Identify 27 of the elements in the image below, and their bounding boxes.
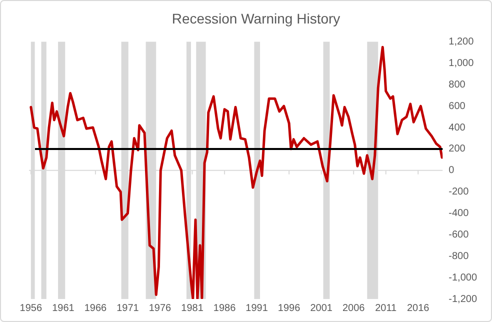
- x-tick-label: 1956: [20, 302, 42, 314]
- x-tick-label: 1986: [213, 302, 236, 314]
- y-tick-label: 200: [448, 144, 466, 155]
- x-tick-label: 2011: [375, 302, 398, 314]
- x-tick-label: 1976: [148, 302, 172, 314]
- x-tick-label: 1966: [84, 302, 108, 314]
- x-tick-label: 1996: [278, 302, 301, 314]
- y-tick-label: 600: [448, 100, 466, 112]
- y-tick-label: 800: [448, 79, 466, 90]
- x-tick-label: 1981: [181, 302, 204, 314]
- y-tick-label: -800: [448, 250, 470, 262]
- y-tick-label: 0: [448, 165, 455, 176]
- x-tick-label: 2006: [342, 302, 366, 314]
- x-tick-label: 2001: [310, 302, 333, 314]
- y-tick-label: -200: [448, 186, 470, 198]
- y-tick-label: -600: [448, 229, 470, 240]
- x-tick-label: 2016: [407, 302, 430, 314]
- y-tick-label: 400: [448, 122, 466, 134]
- x-tick-label: 1961: [52, 302, 75, 314]
- y-tick-label: -1,000: [448, 272, 478, 284]
- y-tick-label: 1,000: [448, 58, 474, 69]
- x-tick-label: 1991: [246, 302, 268, 314]
- y-tick-label: -1,200: [448, 294, 478, 305]
- x-tick-label: 1971: [116, 302, 140, 314]
- y-tick-label: 1,200: [448, 36, 474, 48]
- y-tick-label: -400: [448, 208, 470, 220]
- chart-title: Recession Warning History: [172, 10, 340, 26]
